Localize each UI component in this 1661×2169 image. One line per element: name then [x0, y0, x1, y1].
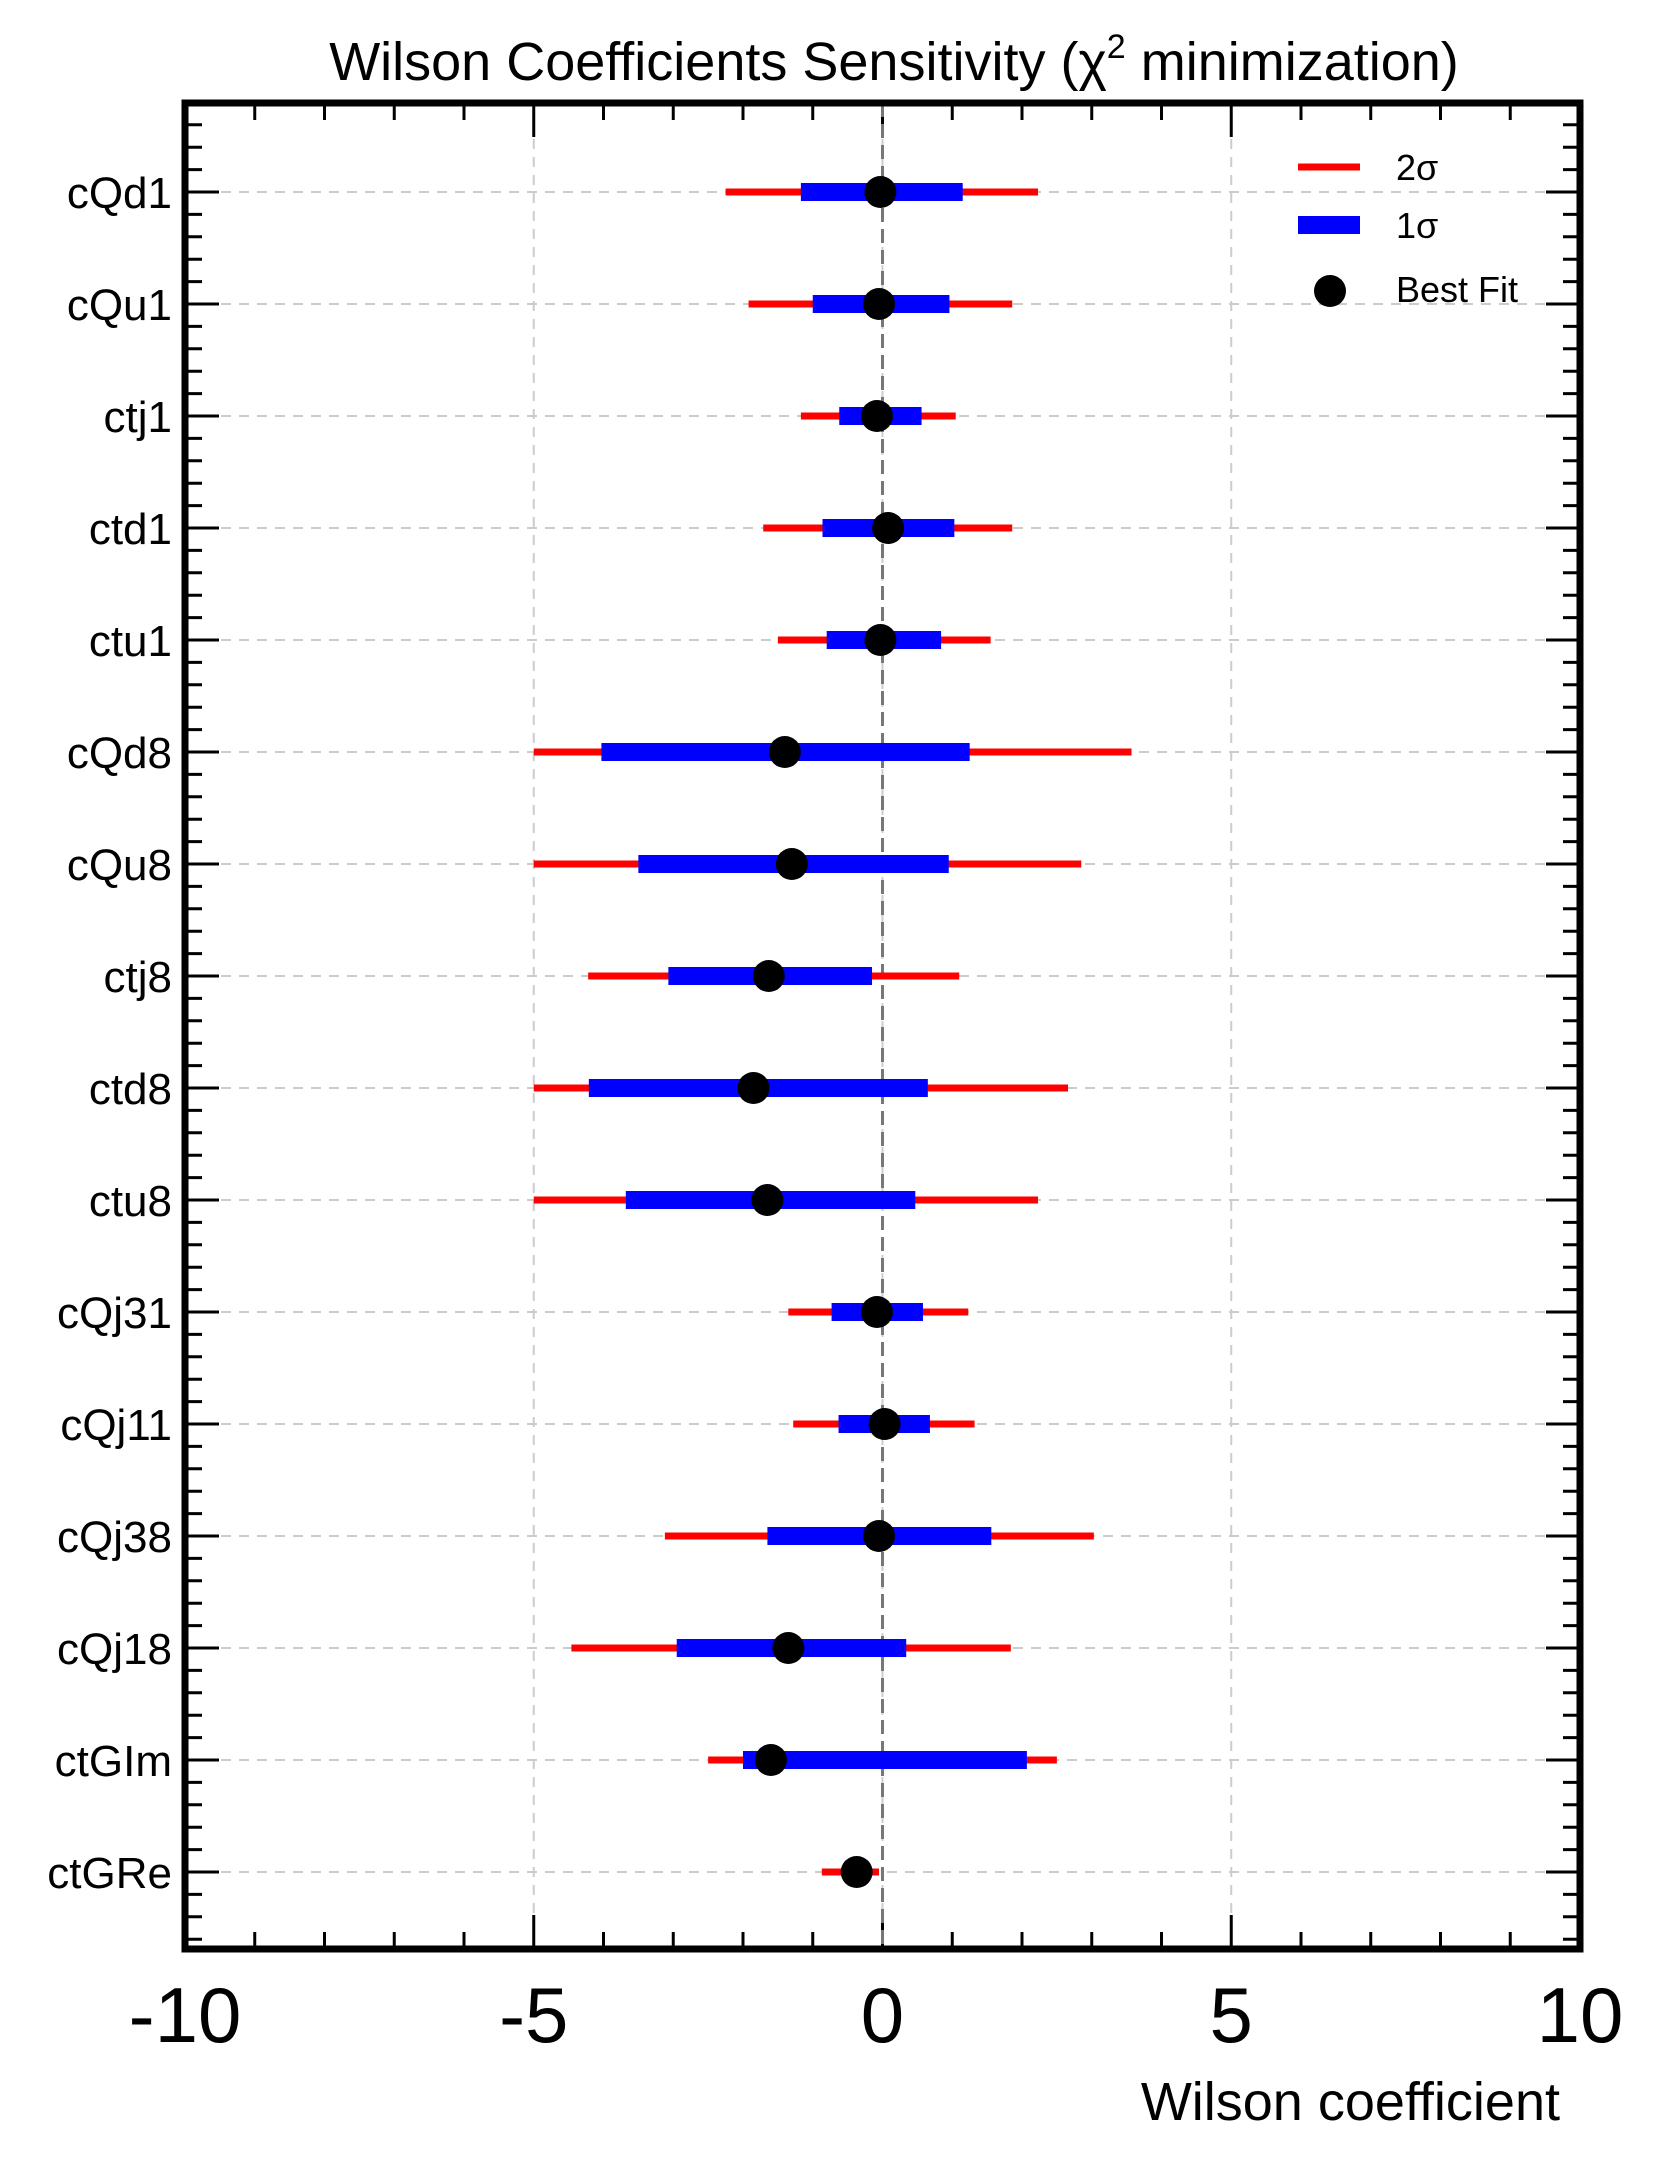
chart-title: Wilson Coefficients Sensitivity (χ2 mini…	[329, 28, 1459, 92]
legend-label-2sigma: 2σ	[1396, 147, 1438, 188]
x-tick-label-4: 10	[1537, 1971, 1624, 2059]
best-fit-point-cQu1	[863, 288, 896, 320]
best-fit-point-cQd8	[768, 736, 801, 768]
coefficient-ctGIm	[708, 1744, 1057, 1776]
y-label-cQj31: cQj31	[57, 1289, 172, 1338]
coefficient-ctd8	[533, 1072, 1069, 1104]
best-fit-point-cQj31	[860, 1296, 893, 1328]
legend-label-best-fit: Best Fit	[1396, 269, 1518, 310]
error-bars	[533, 176, 1132, 1888]
y-label-cQd8: cQd8	[67, 729, 172, 778]
chart-title-superscript: 2	[1107, 28, 1126, 66]
best-fit-point-cQj38	[863, 1520, 896, 1552]
coefficient-cQj38	[664, 1520, 1094, 1552]
x-tick-label-3: 5	[1210, 1971, 1253, 2059]
coefficient-cQd8	[533, 736, 1132, 768]
best-fit-point-ctj8	[752, 960, 785, 992]
y-label-ctd1: ctd1	[89, 505, 172, 554]
y-label-ctGIm: ctGIm	[55, 1737, 172, 1786]
best-fit-point-ctu8	[751, 1184, 784, 1216]
chart-title-main: Wilson Coefficients Sensitivity (χ	[329, 32, 1107, 92]
best-fit-point-ctd8	[737, 1072, 770, 1104]
best-fit-point-ctj1	[860, 400, 893, 432]
legend: 2σ 1σ Best Fit	[1298, 147, 1518, 310]
best-fit-point-ctGRe	[840, 1856, 873, 1888]
coefficient-ctu8	[533, 1184, 1039, 1216]
coefficient-cQd1	[725, 176, 1039, 208]
best-fit-point-cQd1	[864, 176, 897, 208]
best-fit-point-ctd1	[872, 512, 905, 544]
y-label-ctu8: ctu8	[89, 1177, 172, 1226]
best-fit-point-ctu1	[864, 624, 897, 656]
coefficient-ctj8	[588, 960, 960, 992]
coefficient-ctj1	[800, 400, 956, 432]
y-label-ctGRe: ctGRe	[47, 1849, 172, 1898]
y-label-cQu1: cQu1	[67, 281, 172, 330]
y-label-ctu1: ctu1	[89, 617, 172, 666]
y-label-ctd8: ctd8	[89, 1065, 172, 1114]
best-fit-point-cQj11	[868, 1408, 901, 1440]
y-label-ctj1: ctj1	[104, 393, 172, 442]
x-tick-label-0: -10	[129, 1971, 242, 2059]
coefficient-cQu1	[748, 288, 1013, 320]
x-axis-label: Wilson coefficient	[1141, 2072, 1560, 2132]
y-label-cQj11: cQj11	[60, 1401, 172, 1450]
coefficient-cQu8	[533, 848, 1082, 880]
legend-swatch-best-fit	[1314, 275, 1346, 307]
plot-frame	[181, 99, 1584, 1953]
x-axis-tick-labels: -10 -5 0 5 10	[129, 1971, 1624, 2059]
y-label-cQj18: cQj18	[57, 1625, 172, 1674]
y-label-cQu8: cQu8	[67, 841, 172, 890]
x-tick-label-1: -5	[499, 1971, 568, 2059]
y-label-ctj8: ctj8	[104, 953, 172, 1002]
y-label-cQd1: cQd1	[67, 169, 172, 218]
coefficient-ctu1	[777, 624, 991, 656]
coefficient-ctd1	[763, 512, 1013, 544]
y-label-cQj38: cQj38	[57, 1513, 172, 1562]
legend-label-1sigma: 1σ	[1396, 205, 1438, 246]
coefficient-cQj31	[788, 1296, 969, 1328]
x-tick-label-2: 0	[861, 1971, 904, 2059]
y-axis-labels: cQd1 cQu1 ctj1 ctd1 ctu1 cQd8 cQu8 ctj8 ctd8 ctu8…	[47, 169, 172, 1898]
coefficient-cQj18	[571, 1632, 1011, 1664]
best-fit-point-ctGIm	[754, 1744, 787, 1776]
coefficient-cQj11	[793, 1408, 975, 1440]
chart-title-tail: minimization)	[1126, 32, 1459, 92]
best-fit-point-cQj18	[772, 1632, 805, 1664]
best-fit-point-cQu8	[775, 848, 808, 880]
coefficient-ctGRe	[821, 1856, 880, 1888]
